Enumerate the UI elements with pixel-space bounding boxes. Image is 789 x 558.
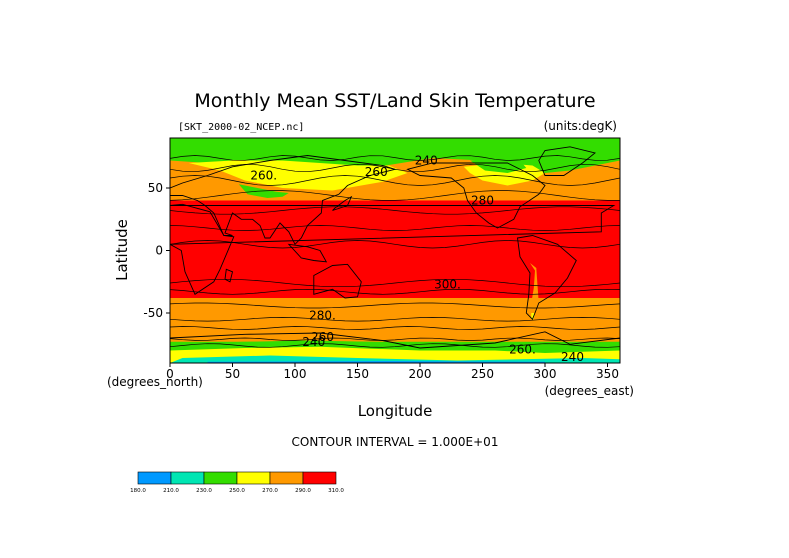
eurasia-outline bbox=[170, 155, 397, 246]
region-canada-green bbox=[470, 158, 527, 173]
file-label: [SKT_2000-02_NCEP.nc] bbox=[178, 122, 304, 133]
contour-label: 260 bbox=[365, 165, 388, 179]
colorbar-swatch bbox=[137, 471, 172, 485]
region-andes-orange bbox=[530, 263, 539, 318]
colorbar-swatch bbox=[302, 471, 337, 485]
x-tick-label: 300 bbox=[534, 367, 557, 381]
isotherm-302-equator bbox=[170, 240, 620, 249]
contour-label: 260 bbox=[311, 330, 334, 344]
x-tick-label: 100 bbox=[284, 367, 307, 381]
color-scale: 180.0 210.0 230.0 250.0 270.0 290.0 310.0 bbox=[130, 471, 344, 494]
isotherm-295-south bbox=[170, 288, 620, 295]
colorbar-level-label: 230.0 bbox=[196, 488, 212, 494]
isotherm-240-south bbox=[170, 343, 620, 348]
x-tick-label: 200 bbox=[409, 367, 432, 381]
contour-label: 240 bbox=[302, 335, 325, 349]
japan-outline bbox=[332, 195, 353, 211]
land-overlays bbox=[170, 146, 620, 363]
greenland-outline bbox=[538, 146, 596, 176]
colorbar-level-label: 310.0 bbox=[328, 488, 344, 494]
contour-interval-text: CONTOUR INTERVAL = 1.000E+01 bbox=[292, 435, 499, 449]
x-axis-label: Longitude bbox=[358, 402, 433, 420]
south-america-outline bbox=[516, 235, 577, 321]
region-greenland-green bbox=[545, 148, 602, 166]
x-tick-label: 0 bbox=[166, 367, 174, 381]
isotherm-250-north bbox=[170, 163, 620, 173]
x-tick-label: 50 bbox=[225, 367, 240, 381]
colorbar-swatch bbox=[236, 471, 271, 485]
contour-label: 280 bbox=[471, 194, 494, 208]
north-america-outline bbox=[406, 162, 546, 229]
contour-label: 240 bbox=[415, 154, 438, 168]
colorbar-swatch bbox=[170, 471, 205, 485]
colorbar-level-label: 180.0 bbox=[130, 488, 146, 494]
isotherm-275-south bbox=[170, 326, 620, 330]
colorbar-level-label: 290.0 bbox=[295, 488, 311, 494]
band-red-tropics bbox=[170, 200, 620, 298]
isotherm-300-north bbox=[170, 225, 620, 231]
africa-outline bbox=[170, 203, 616, 295]
chart-title: Monthly Mean SST/Land Skin Temperature bbox=[194, 90, 595, 112]
region-antarctic-teal bbox=[170, 355, 620, 363]
x-tick-label: 250 bbox=[471, 367, 494, 381]
contour-label: 300. bbox=[434, 277, 461, 291]
isotherm-290-south bbox=[170, 302, 620, 309]
x-tick-label: 350 bbox=[596, 367, 619, 381]
colorbar-swatch bbox=[269, 471, 304, 485]
colorbar-swatch bbox=[203, 471, 238, 485]
x-unit-label: (degrees_east) bbox=[545, 384, 634, 398]
y-axis-label: Latitude bbox=[113, 219, 131, 281]
antarctica-outline bbox=[170, 331, 620, 363]
isotherm-270-north bbox=[170, 175, 620, 186]
y-tick-label: 0 bbox=[155, 244, 163, 258]
colorbar-level-label: 270.0 bbox=[262, 488, 278, 494]
colorbar-level-label: 250.0 bbox=[229, 488, 245, 494]
contour-label: 280. bbox=[309, 309, 336, 323]
australia-outline bbox=[313, 263, 362, 299]
contour-label: 240 bbox=[561, 350, 584, 364]
isotherm-300-south bbox=[170, 278, 620, 288]
y-tick-label: 50 bbox=[148, 181, 163, 195]
isotherm-240-north bbox=[170, 155, 620, 161]
band-orange-south bbox=[170, 325, 620, 342]
isotherm-280-south bbox=[170, 317, 620, 322]
y-unit-label: (degrees_north) bbox=[107, 375, 203, 389]
units-label: (units:degK) bbox=[544, 119, 617, 133]
colorbar-level-label: 210.0 bbox=[163, 488, 179, 494]
isotherm-280-north bbox=[170, 190, 620, 201]
isotherm-260-south bbox=[170, 337, 620, 341]
x-tick-label: 150 bbox=[346, 367, 369, 381]
contour-label: 260. bbox=[250, 169, 277, 183]
madagascar-outline bbox=[224, 268, 234, 283]
contour-label: 260. bbox=[509, 342, 536, 356]
isotherm-290-north bbox=[170, 206, 620, 215]
indonesia-outline bbox=[287, 243, 328, 263]
y-tick-label: -50 bbox=[143, 306, 163, 320]
